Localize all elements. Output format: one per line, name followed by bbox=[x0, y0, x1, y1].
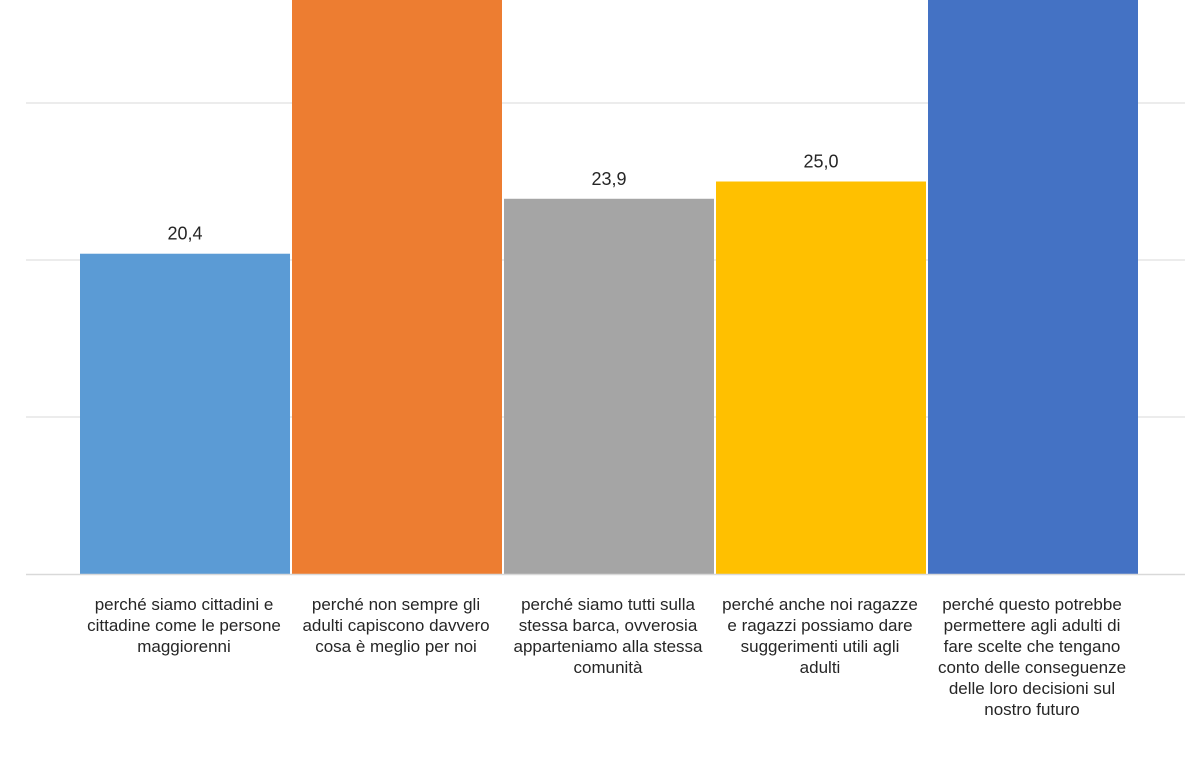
category-label-1: perché siamo cittadini e cittadine come … bbox=[87, 595, 281, 656]
category-label-4: perché anche noi ragazze e ragazzi possi… bbox=[722, 595, 918, 677]
data-label-1: 20,4 bbox=[167, 224, 202, 244]
category-label-5: perché questo potrebbe permettere agli a… bbox=[937, 595, 1127, 719]
bar-2 bbox=[292, 0, 502, 575]
category-label-3: perché siamo tutti sulla stessa barca, o… bbox=[513, 595, 703, 677]
bar-1 bbox=[80, 253, 290, 574]
bar-5 bbox=[928, 0, 1138, 575]
data-label-3: 23,9 bbox=[591, 169, 626, 189]
bar-3 bbox=[504, 198, 714, 574]
bar-4 bbox=[716, 181, 926, 574]
category-label-2: perché non sempre gli adulti capiscono d… bbox=[302, 595, 490, 656]
data-label-4: 25,0 bbox=[803, 152, 838, 172]
